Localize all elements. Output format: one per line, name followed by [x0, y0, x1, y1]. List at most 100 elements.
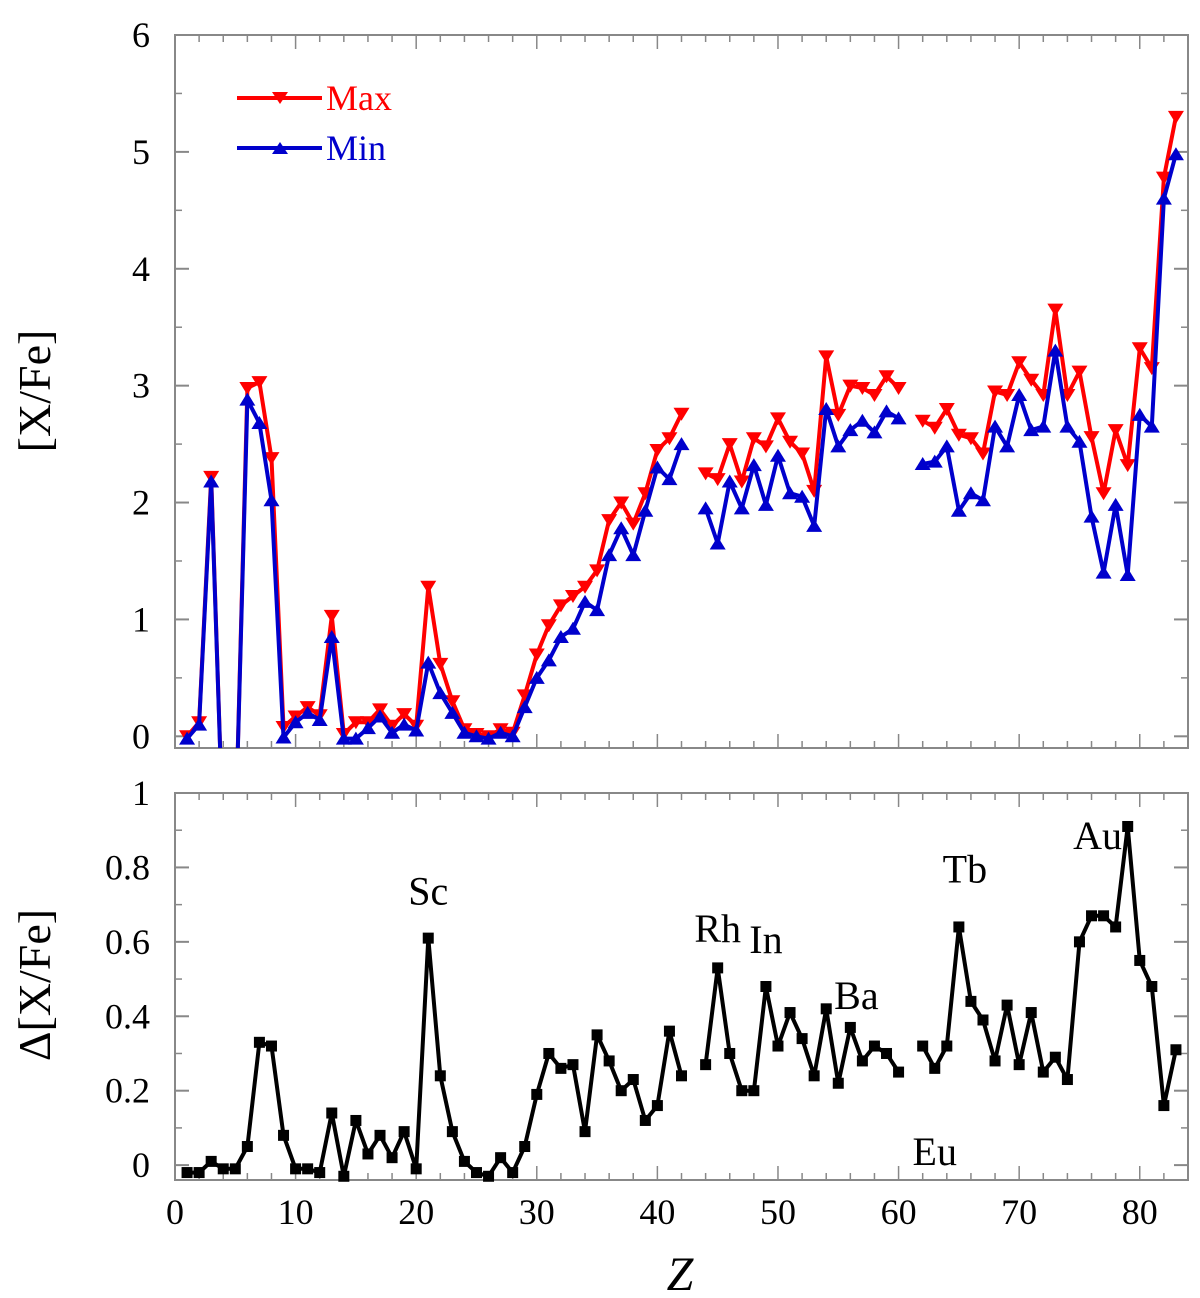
data-point-delta	[917, 1040, 929, 1052]
data-point-delta	[748, 1085, 760, 1097]
x-tick-label: 0	[166, 1192, 184, 1232]
data-point-delta	[290, 1163, 302, 1175]
bottom-y-ticks: 0 0.2 0.4 0.6 0.8 1	[105, 773, 1188, 1185]
data-point-min	[1119, 568, 1136, 582]
data-point-min	[323, 629, 340, 643]
data-point-delta	[434, 1070, 446, 1082]
data-point-delta	[772, 1040, 784, 1052]
data-point-delta	[519, 1141, 531, 1153]
data-point-max	[782, 435, 799, 449]
data-point-delta	[760, 981, 772, 992]
data-point-max	[1047, 303, 1064, 317]
x-tick-label: 80	[1122, 1192, 1158, 1232]
data-point-delta	[217, 1163, 229, 1175]
data-point-min	[480, 731, 497, 745]
series-min	[179, 147, 1184, 748]
data-point-max	[830, 408, 847, 422]
legend-min-marker	[272, 142, 288, 154]
legend: Max Min	[237, 78, 392, 168]
data-point-min	[890, 411, 907, 425]
data-point-max	[1131, 342, 1148, 356]
top-y-tick-label: 1	[132, 599, 150, 639]
data-point-max	[673, 407, 690, 421]
data-point-delta	[181, 1167, 193, 1179]
data-point-max	[890, 381, 907, 395]
annotation-eu: Eu	[913, 1129, 957, 1174]
data-point-min	[251, 416, 268, 430]
data-point-max	[1095, 487, 1112, 501]
data-point-delta	[253, 1036, 265, 1048]
data-point-delta	[651, 1100, 663, 1112]
data-point-max	[866, 389, 883, 403]
top-x-ticks	[174, 35, 1189, 748]
top-series	[179, 110, 1184, 748]
data-point-delta	[1025, 1007, 1037, 1019]
bottom-y-tick-label: 0.4	[105, 996, 150, 1036]
data-point-delta	[965, 995, 977, 1007]
series-line-delta	[920, 824, 1178, 1108]
data-point-min	[335, 731, 352, 745]
data-point-max	[987, 385, 1004, 399]
bottom-y-tick-label: 0.8	[105, 847, 150, 887]
data-point-delta	[495, 1152, 507, 1164]
data-point-min	[962, 486, 979, 500]
data-point-min	[757, 497, 774, 511]
data-point-min	[866, 425, 883, 439]
data-point-min	[191, 717, 208, 731]
data-point-delta	[627, 1074, 639, 1086]
data-point-max	[577, 580, 594, 594]
data-point-delta	[555, 1062, 567, 1074]
data-point-min	[926, 454, 943, 468]
data-point-min	[769, 448, 786, 462]
data-point-max	[721, 438, 738, 452]
bottom-y-tick-label: 0.2	[105, 1071, 150, 1111]
data-point-min	[263, 493, 280, 507]
data-point-max	[432, 657, 449, 671]
data-point-min	[528, 670, 545, 684]
data-point-min	[782, 486, 799, 500]
data-point-delta	[350, 1114, 362, 1126]
data-point-delta	[374, 1129, 386, 1141]
data-point-min	[444, 705, 461, 719]
data-point-min	[179, 731, 196, 745]
data-point-max	[745, 432, 762, 446]
data-point-delta	[615, 1085, 627, 1097]
data-point-max	[396, 708, 413, 722]
data-point-delta	[591, 1029, 603, 1041]
data-point-max	[1143, 362, 1160, 376]
data-point-delta	[422, 932, 434, 944]
data-point-delta	[724, 1047, 736, 1059]
data-point-delta	[278, 1129, 290, 1141]
data-point-max	[999, 389, 1016, 403]
bottom-y-tick-label: 0.6	[105, 922, 150, 962]
data-point-min	[854, 413, 871, 427]
data-point-min	[950, 503, 967, 517]
top-y-tick-label: 6	[132, 15, 150, 55]
data-point-min	[733, 501, 750, 515]
data-point-delta	[205, 1155, 217, 1167]
x-tick-label: 10	[278, 1192, 314, 1232]
data-point-max	[589, 564, 606, 578]
data-point-delta	[579, 1126, 591, 1138]
data-point-max	[528, 648, 545, 662]
data-point-min	[745, 458, 762, 472]
data-point-delta	[700, 1059, 712, 1071]
data-point-delta	[470, 1167, 482, 1179]
data-point-min	[1167, 147, 1184, 161]
data-point-max	[661, 432, 678, 446]
series-line-min	[922, 153, 1178, 577]
data-point-min	[372, 709, 389, 723]
data-point-delta	[531, 1088, 543, 1100]
series-line-min	[185, 397, 684, 748]
series-line-max	[704, 354, 900, 493]
data-point-min	[420, 655, 437, 669]
data-point-min	[794, 489, 811, 503]
bottom-plot-frame	[174, 792, 1189, 1181]
annotation-tb: Tb	[943, 846, 987, 891]
bottom-y-axis-label: Δ[X/Fe]	[9, 909, 60, 1061]
data-point-delta	[362, 1148, 374, 1160]
data-point-min	[1131, 407, 1148, 421]
data-point-delta	[410, 1163, 422, 1175]
data-point-min	[1059, 419, 1076, 433]
data-point-min	[408, 723, 425, 737]
